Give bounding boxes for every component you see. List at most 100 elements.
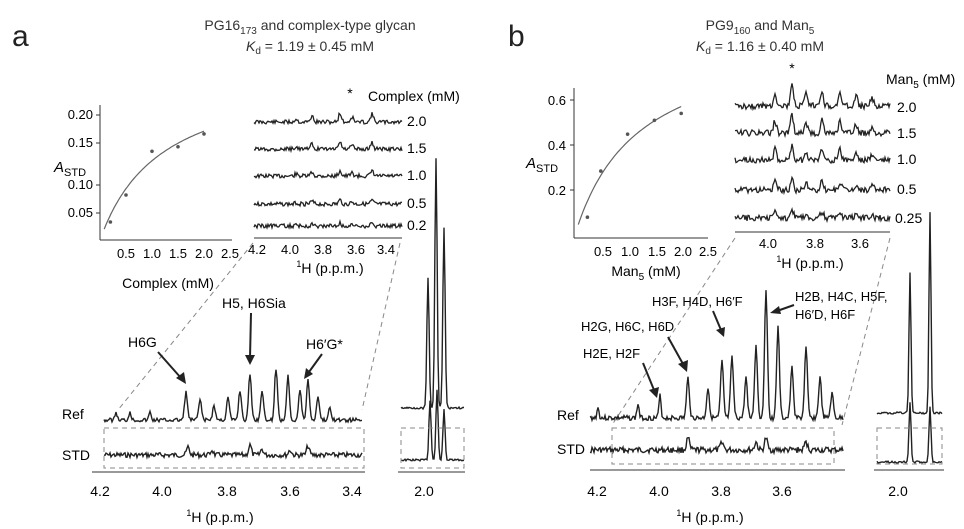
- data-point: [679, 111, 683, 116]
- spectrum-x-ticks: 4.2 4.0 3.8 3.6 3.4: [90, 483, 362, 499]
- y-tick-label: 0.15: [68, 135, 93, 150]
- data-point: [176, 144, 180, 149]
- data-points: [108, 132, 206, 224]
- arrowhead-icon: [649, 387, 659, 398]
- data-point: [625, 132, 630, 136]
- zoom-guide-line: [361, 242, 401, 411]
- arrowhead-icon: [678, 360, 688, 372]
- spectrum-x-label: 1H (p.p.m.): [186, 508, 253, 525]
- title-text: PG16: [204, 17, 240, 33]
- y-tick-label: 0.10: [68, 177, 93, 192]
- panel-b: b PG9160 and Man5 Kd = 1.16 ± 0.40 mM 0.…: [508, 17, 955, 525]
- data-point: [652, 118, 657, 123]
- data-points: [585, 111, 683, 220]
- spectrum-x-label: 1H (p.p.m.): [676, 508, 743, 525]
- std-traces: [734, 83, 891, 224]
- x-tick-label: 4.2: [90, 483, 110, 499]
- x-tick-label: 2.0: [888, 483, 908, 499]
- peak-annotation: H6′D, H6F: [795, 307, 855, 322]
- x-tick-label: 2.5: [699, 244, 717, 259]
- annotation-arrow: [712, 310, 722, 331]
- y-tick-label: 0.4: [548, 138, 566, 153]
- x-tick-label: 3.8: [314, 242, 332, 257]
- x-tick-label: 3.4: [342, 483, 362, 499]
- std-traces: [253, 112, 403, 231]
- series-x-ticks: 4.0 3.8 3.6: [759, 236, 869, 251]
- std-trace: [253, 112, 403, 126]
- level-label: 2.0: [407, 113, 427, 129]
- annotation-arrow: [249, 312, 252, 359]
- inset-y-label: ASTD: [53, 159, 86, 179]
- side-std-spectrum: [876, 402, 943, 464]
- zoom-guide-line: [841, 237, 891, 426]
- level-label: 0.5: [407, 195, 427, 211]
- level-label: 1.5: [407, 140, 427, 156]
- panel-title: PG9160 and Man5: [706, 17, 815, 37]
- star-marker: *: [347, 85, 353, 101]
- level-label: 0.2: [407, 217, 427, 233]
- data-point: [150, 149, 154, 154]
- inset-x-ticks: 0.5 1.0 1.5 2.0 2.5: [594, 244, 717, 259]
- main-spectrum-b: Ref STD 4.2 4.0 3.8 3.6 1H (p.p.m.) H3F,…: [557, 289, 887, 525]
- std-trace: [253, 197, 403, 208]
- std-trace: [734, 143, 891, 165]
- side-ref-spectrum: [876, 212, 943, 415]
- std-trace: [734, 112, 891, 139]
- zoom-guide-line: [117, 242, 254, 411]
- level-label: 0.5: [897, 181, 917, 197]
- std-zoom-box: [103, 427, 365, 469]
- x-tick-label: 4.0: [281, 242, 299, 257]
- peak-annotation: H3F, H4D, H6′F: [652, 294, 743, 309]
- std-trace: [734, 83, 891, 112]
- peak-annotation: H6′G*: [306, 336, 343, 352]
- data-point: [585, 215, 590, 220]
- series-level-labels: 2.0 1.5 1.0 0.5 0.25: [895, 99, 922, 226]
- level-label: 1.0: [897, 151, 917, 167]
- peak-annotation: H2B, H4C, H5F,: [795, 289, 887, 304]
- ref-spectrum: [589, 290, 844, 423]
- panel-a: a PG16173 and complex-type glycan Kd = 1…: [12, 17, 465, 525]
- arrowhead-icon: [770, 306, 781, 314]
- zoom-guide-line: [611, 237, 736, 426]
- side-spectrum-a: 2.0: [398, 158, 465, 499]
- std-series-a: * Complex (mM) 2.0 1.5 1.0 0.5 0.2 4.2 4…: [248, 85, 460, 276]
- side-std-spectrum: [400, 389, 465, 463]
- level-label: 0.25: [895, 210, 922, 226]
- data-point: [124, 193, 128, 197]
- std-zoom-box: [611, 427, 835, 465]
- kd-symbol: K: [246, 38, 256, 54]
- series-header: Complex (mM): [368, 88, 460, 104]
- x-tick-label: 4.0: [649, 483, 669, 499]
- x-tick-label: 3.8: [711, 483, 731, 499]
- annotation-arrow: [667, 336, 684, 365]
- std-series-b: * Man5 (mM) 2.0 1.5 1.0 0.5 0.25 4.0 3.8…: [734, 60, 955, 271]
- side-zoom-box: [876, 427, 943, 465]
- x-tick-label: 2.0: [195, 246, 213, 261]
- x-tick-label: 3.6: [851, 236, 869, 251]
- kd-label: Kd = 1.16 ± 0.40 mM: [696, 38, 824, 57]
- peak-annotation: H6G: [128, 334, 157, 350]
- panel-title: PG16173 and complex-type glycan: [204, 17, 415, 37]
- panel-letter: a: [12, 20, 29, 53]
- ref-spectrum: [103, 369, 363, 424]
- x-tick-label: 2.0: [674, 244, 692, 259]
- x-tick-label: 2.0: [414, 483, 434, 499]
- x-tick-label: 3.8: [806, 236, 824, 251]
- main-spectrum-a: Ref STD 4.2 4.0 3.8 3.6 3.4 1H (p.p.m.) …: [62, 295, 365, 525]
- std-spectrum: [103, 441, 363, 460]
- arrowhead-icon: [304, 368, 313, 379]
- y-tick-label: 0.05: [68, 205, 93, 220]
- annotation-arrow: [157, 351, 182, 379]
- star-marker: *: [789, 60, 795, 76]
- data-point: [599, 169, 603, 173]
- kd-subscript: d: [255, 46, 261, 57]
- y-tick-label: 0.2: [548, 183, 566, 198]
- inset-y-label: ASTD: [525, 155, 558, 175]
- panel-letter: b: [508, 20, 525, 53]
- series-level-labels: 2.0 1.5 1.0 0.5 0.2: [407, 113, 427, 233]
- series-header: Man5 (mM): [886, 71, 955, 91]
- arrowhead-icon: [176, 372, 186, 384]
- std-trace: [734, 206, 891, 224]
- x-tick-label: 3.4: [377, 242, 395, 257]
- x-tick-label: 0.5: [117, 246, 135, 261]
